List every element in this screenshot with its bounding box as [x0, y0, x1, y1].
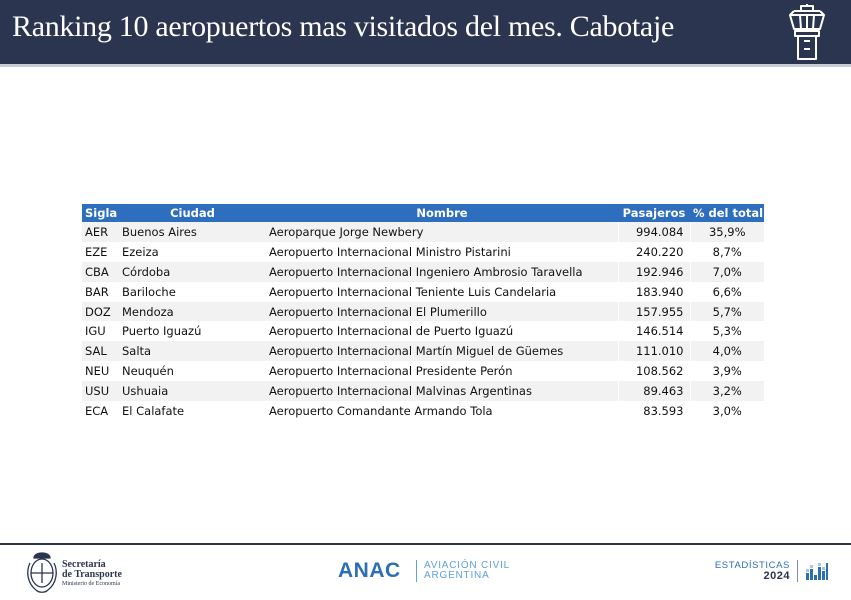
control-tower-icon: [789, 4, 825, 60]
cell-pasajeros: 183.940: [617, 281, 690, 302]
cell-ciudad: Bariloche: [122, 284, 176, 299]
cell-ciudad: Ezeiza: [122, 244, 159, 259]
cell-ciudad: Córdoba: [118, 261, 266, 282]
cell-ciudad: Ushuaia: [118, 381, 266, 402]
column-header-pct: % del total: [690, 204, 764, 222]
table-row: CBA Córdoba Aeropuerto Internacional Ing…: [82, 261, 764, 282]
cell-pasajeros: 157.955: [617, 301, 690, 322]
anac-divider: [416, 560, 417, 582]
cell-pct: 3,0%: [689, 401, 764, 421]
table-row: IGU Puerto Iguazú Aeropuerto Internacion…: [82, 321, 764, 342]
cell-ciudad: Salta: [118, 341, 266, 362]
cell-pct: 8,7%: [689, 241, 764, 262]
cell-pasajeros: 146.514: [617, 321, 690, 342]
estadisticas-year: 2024: [763, 570, 790, 582]
cell-nombre: Aeropuerto Internacional de Puerto Iguaz…: [269, 324, 514, 339]
cell-pasajeros: 108.562: [617, 361, 690, 382]
cell-pasajeros: 83.593: [617, 401, 690, 421]
anac-logo: ANAC: [338, 559, 401, 582]
ministerio-label: Ministerio de Economía: [62, 581, 120, 587]
page-footer: [0, 545, 851, 600]
cell-sigla: SAL: [82, 341, 118, 362]
cell-nombre: Aeropuerto Internacional Martín Miguel d…: [266, 341, 618, 362]
cell-pct: 5,7%: [689, 301, 764, 322]
column-header-ciudad: Ciudad: [118, 204, 266, 222]
cell-pasajeros: 192.946: [617, 261, 690, 282]
cell-sigla: CBA: [82, 261, 118, 282]
table-row: BAR Bariloche Aeropuerto Internacional T…: [82, 281, 764, 302]
page-header: Ranking 10 aeropuertos mas visitados del…: [0, 0, 851, 64]
cell-pct: 4,0%: [689, 341, 764, 362]
table-row: EZE Ezeiza Aeropuerto Internacional Mini…: [82, 241, 764, 262]
estadisticas-divider: [797, 560, 798, 582]
column-header-nombre: Nombre: [266, 204, 618, 222]
anac-subtitle: AVIACIÓN CIVIL ARGENTINA: [424, 561, 510, 581]
cell-nombre: Aeropuerto Internacional Teniente Luis C…: [269, 284, 557, 299]
cell-sigla: USU: [82, 381, 118, 402]
table-row: SAL Salta Aeropuerto Internacional Martí…: [82, 341, 764, 362]
cell-nombre: Aeropuerto Internacional Ingeniero Ambro…: [266, 261, 618, 282]
cell-sigla: NEU: [85, 364, 110, 379]
secretaria-title-line2: de Transporte: [62, 569, 122, 580]
cell-ciudad: Mendoza: [118, 301, 266, 322]
estadisticas-label: ESTADÍSTICAS: [714, 560, 790, 571]
cell-sigla: BAR: [85, 284, 109, 299]
cell-ciudad: Neuquén: [122, 364, 174, 379]
cell-pct: 3,9%: [689, 361, 764, 382]
table-row: ECA El Calafate Aeropuerto Comandante Ar…: [82, 401, 764, 421]
cell-sigla: ECA: [85, 403, 109, 418]
cell-pasajeros: 994.084: [617, 222, 690, 242]
cell-pct: 6,6%: [689, 281, 764, 302]
cell-pasajeros: 111.010: [617, 341, 690, 362]
cell-pct: 5,3%: [689, 321, 764, 342]
table-row: DOZ Mendoza Aeropuerto Internacional El …: [82, 301, 764, 322]
cell-pasajeros: 89.463: [617, 381, 690, 402]
secretaria-title-line1: Secretaría: [62, 559, 106, 570]
anac-subtitle-line2: ARGENTINA: [424, 570, 490, 581]
cell-nombre: Aeropuerto Internacional Malvinas Argent…: [266, 381, 618, 402]
cell-sigla: EZE: [85, 244, 108, 259]
table-header-row: Sigla Ciudad Nombre Pasajeros % del tota…: [82, 204, 764, 222]
cell-sigla: DOZ: [82, 301, 118, 322]
cell-pct: 7,0%: [689, 261, 764, 282]
column-header-sigla: Sigla: [82, 204, 118, 222]
table-row: AER Buenos Aires Aeroparque Jorge Newber…: [82, 222, 764, 242]
national-seal-icon: [27, 552, 57, 593]
page-title: Ranking 10 aeropuertos mas visitados del…: [12, 10, 674, 43]
cell-nombre: Aeropuerto Internacional El Plumerillo: [266, 301, 618, 322]
airport-ranking-table: Sigla Ciudad Nombre Pasajeros % del tota…: [82, 204, 764, 421]
header-divider: [0, 64, 851, 67]
cell-nombre: Aeropuerto Comandante Armando Tola: [269, 403, 493, 418]
table-row: USU Ushuaia Aeropuerto Internacional Mal…: [82, 381, 764, 402]
cell-pct: 35,9%: [689, 222, 764, 242]
column-header-pasajeros: Pasajeros: [618, 204, 690, 222]
cell-nombre: Aeroparque Jorge Newbery: [266, 222, 618, 242]
cell-nombre: Aeropuerto Internacional Presidente Peró…: [269, 364, 513, 379]
bar-chart-icon: [806, 563, 828, 580]
estadisticas-block: ESTADÍSTICAS 2024: [700, 560, 790, 582]
footer-divider: [0, 543, 851, 545]
cell-sigla: AER: [82, 222, 118, 242]
cell-nombre: Aeropuerto Internacional Ministro Pistar…: [269, 244, 511, 259]
secretaria-block: Secretaría de Transporte Ministerio de E…: [62, 560, 122, 588]
cell-ciudad: Buenos Aires: [118, 222, 266, 242]
cell-sigla: IGU: [85, 324, 106, 339]
anac-subtitle-line1: AVIACIÓN CIVIL: [424, 560, 511, 571]
cell-pct: 3,2%: [689, 381, 764, 402]
table-row: NEU Neuquén Aeropuerto Internacional Pre…: [82, 361, 764, 382]
cell-ciudad: Puerto Iguazú: [122, 324, 202, 339]
cell-pasajeros: 240.220: [617, 241, 690, 262]
cell-ciudad: El Calafate: [122, 403, 185, 418]
